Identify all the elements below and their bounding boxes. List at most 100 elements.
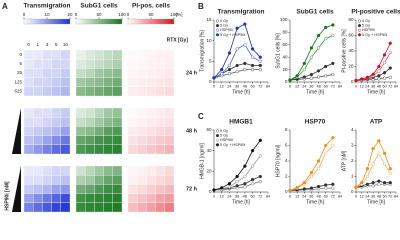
heatmap-cell bbox=[146, 175, 156, 185]
heatmap-cell bbox=[94, 117, 104, 127]
heatmap-cell bbox=[23, 184, 34, 194]
heatmap-cell bbox=[85, 165, 95, 176]
legend-marker bbox=[215, 138, 220, 142]
heatmap-cell bbox=[94, 68, 104, 78]
x-tick-label: 24 bbox=[365, 85, 369, 89]
heatmap-cell bbox=[51, 59, 61, 69]
data-point bbox=[324, 74, 328, 78]
heatmap-cell bbox=[146, 126, 156, 136]
data-point bbox=[258, 154, 262, 158]
heatmap-cell bbox=[127, 59, 138, 69]
heatmap-cell bbox=[94, 59, 104, 69]
heatmap-cell bbox=[112, 77, 123, 87]
y-tick-label: 40 bbox=[282, 54, 288, 59]
y-tick-label: 0 bbox=[209, 189, 212, 194]
heatmap-cell bbox=[112, 68, 123, 78]
heatmap-cell bbox=[137, 184, 147, 194]
heatmap-cell bbox=[23, 165, 34, 176]
heatmap-cell bbox=[94, 175, 104, 185]
data-point bbox=[309, 76, 314, 80]
y-tick-label: 0 bbox=[209, 79, 212, 84]
y-axis-label: Transmigration [%] bbox=[199, 30, 205, 72]
x-tick-label: 60 bbox=[324, 195, 328, 199]
heatmap-cell bbox=[23, 68, 34, 78]
heatmap-cell bbox=[51, 202, 61, 213]
data-point bbox=[212, 188, 216, 192]
data-point bbox=[227, 63, 232, 68]
legend-marker bbox=[215, 134, 220, 138]
heatmap-cell bbox=[146, 193, 156, 203]
heatmap-cell bbox=[33, 165, 43, 176]
heatmap-cell bbox=[51, 117, 61, 127]
colorbar-tick-label: 0 bbox=[23, 12, 26, 17]
colorbar-tick-label: 0 bbox=[127, 12, 130, 17]
data-point bbox=[235, 26, 239, 30]
y-axis-label: HSP70 [ng/ml] bbox=[275, 144, 281, 177]
data-point bbox=[371, 181, 375, 185]
legend-marker bbox=[215, 129, 220, 133]
data-point bbox=[258, 180, 262, 184]
y-tick-label: 0 bbox=[351, 189, 354, 194]
x-tick-label: 84 bbox=[394, 85, 398, 89]
y-tick-label: 60 bbox=[348, 33, 354, 38]
heatmap-cell bbox=[51, 165, 61, 176]
panel-label: B bbox=[198, 2, 204, 11]
data-point bbox=[324, 36, 328, 41]
heatmap-cell bbox=[42, 126, 52, 136]
data-point bbox=[250, 55, 255, 59]
x-axis-label: Time [h] bbox=[306, 199, 324, 205]
legend-marker bbox=[215, 143, 220, 147]
heatmap-cell bbox=[51, 175, 61, 185]
heatmap-cell bbox=[75, 193, 86, 203]
heatmap-cell bbox=[137, 165, 147, 176]
heatmap-cell bbox=[112, 135, 123, 145]
heatmap-cell bbox=[23, 202, 34, 213]
x-category-label: 3 bbox=[46, 42, 49, 47]
heatmap-title: Transmigration bbox=[24, 3, 71, 10]
x-axis-label: Time [h] bbox=[232, 199, 250, 205]
x-tick-label: 60 bbox=[382, 195, 386, 199]
heatmap-cell bbox=[33, 175, 43, 185]
heatmap-cell bbox=[164, 202, 175, 213]
x-axis-label: Time [h] bbox=[232, 89, 250, 95]
heatmap-cell bbox=[33, 68, 43, 78]
data-point bbox=[309, 55, 314, 59]
heatmap-cell bbox=[60, 49, 71, 60]
x-tick-label: 60 bbox=[250, 195, 254, 199]
data-point bbox=[316, 33, 321, 38]
chart-title: SubG1 cells bbox=[296, 9, 334, 16]
heatmap-cell bbox=[127, 86, 138, 97]
heatmap-cell bbox=[112, 117, 123, 127]
dose-wedge bbox=[12, 166, 21, 212]
heatmap-cell bbox=[94, 184, 104, 194]
x-tick-label: 0 bbox=[289, 85, 291, 89]
x-axis-label: Time [h] bbox=[306, 89, 324, 95]
heatmap-cell bbox=[85, 86, 95, 97]
x-tick-label: 36 bbox=[371, 195, 375, 199]
y-tick-label: 0 bbox=[351, 79, 354, 84]
data-point bbox=[302, 67, 306, 72]
data-point bbox=[258, 59, 262, 63]
heatmap-cell bbox=[137, 49, 147, 60]
data-point bbox=[360, 181, 364, 185]
data-point bbox=[382, 181, 387, 185]
heatmap-cell bbox=[75, 107, 86, 118]
heatmap-cell bbox=[146, 49, 156, 60]
x-tick-label: 72 bbox=[258, 85, 262, 89]
y-tick-label: 20 bbox=[282, 67, 288, 72]
data-point bbox=[302, 75, 306, 79]
heatmap-cell bbox=[164, 68, 175, 78]
data-point bbox=[302, 187, 306, 191]
x-tick-label: 12 bbox=[220, 85, 224, 89]
heatmap-cell bbox=[103, 49, 113, 60]
heatmap-cell bbox=[60, 68, 71, 78]
heatmap-cell bbox=[146, 184, 156, 194]
heatmap-cell bbox=[94, 144, 104, 155]
y-tick-label: 10 bbox=[206, 38, 212, 43]
heatmap-cell bbox=[155, 193, 165, 203]
data-point bbox=[365, 75, 370, 79]
data-point bbox=[212, 76, 216, 80]
data-point bbox=[235, 180, 239, 184]
x-tick-label: 72 bbox=[388, 195, 392, 199]
heatmap-cell bbox=[42, 86, 52, 97]
